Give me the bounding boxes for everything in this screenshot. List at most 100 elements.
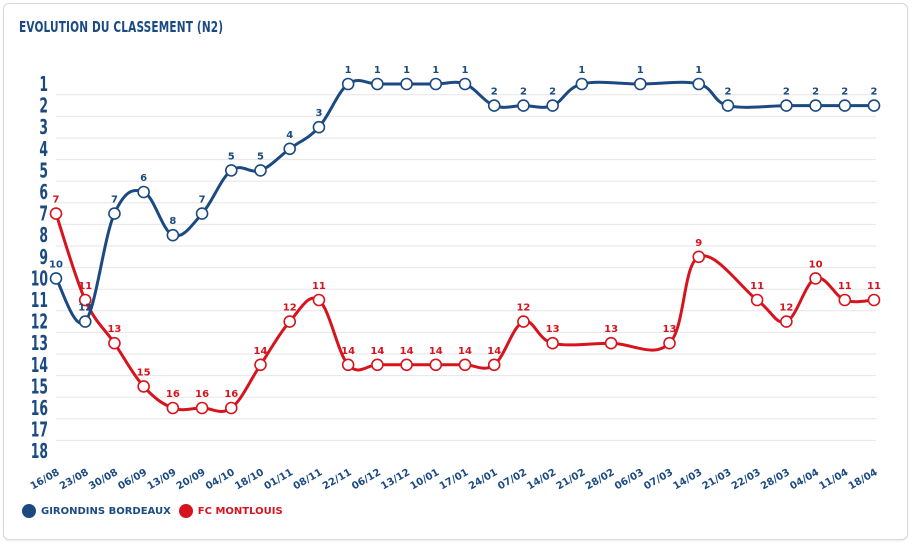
data-point[interactable]	[838, 99, 852, 112]
data-point[interactable]	[400, 358, 413, 372]
legend-item-bordeaux[interactable]: GIRONDINS BORDEAUX	[22, 504, 171, 518]
x-tick-label: 30/08	[87, 467, 120, 492]
data-point[interactable]	[137, 380, 150, 393]
y-tick-label: 6	[39, 181, 48, 204]
data-point[interactable]	[78, 293, 92, 307]
data-point[interactable]	[867, 293, 881, 307]
data-point[interactable]	[458, 358, 472, 372]
data-point[interactable]	[108, 336, 121, 350]
x-tick-label: 01/11	[262, 467, 295, 492]
x-tick-label: 21/03	[701, 467, 734, 492]
data-point[interactable]	[254, 358, 267, 372]
data-point[interactable]	[604, 336, 618, 350]
data-point[interactable]	[633, 77, 647, 91]
data-point[interactable]	[692, 77, 706, 91]
data-point[interactable]	[780, 99, 793, 112]
x-tick-label: 21/02	[555, 467, 588, 492]
data-label: 16	[195, 389, 209, 400]
data-label: 4	[286, 130, 293, 141]
data-point[interactable]	[838, 293, 852, 307]
y-tick-label: 4	[39, 138, 48, 161]
y-tick-label: 15	[31, 375, 48, 398]
data-point[interactable]	[487, 99, 501, 112]
data-point[interactable]	[341, 358, 355, 372]
data-point[interactable]	[137, 185, 150, 199]
data-point[interactable]	[867, 99, 881, 112]
data-label: 1	[578, 65, 585, 76]
data-label: 11	[867, 281, 881, 292]
data-point[interactable]	[458, 77, 472, 91]
data-label: 11	[78, 281, 92, 292]
data-point[interactable]	[195, 207, 209, 220]
data-point[interactable]	[224, 401, 238, 415]
grid-lines	[56, 94, 876, 441]
x-tick-label: 23/08	[58, 467, 91, 492]
data-point[interactable]	[283, 142, 297, 156]
data-label: 5	[257, 151, 264, 162]
data-label: 6	[140, 173, 147, 184]
data-point[interactable]	[341, 77, 355, 91]
data-point[interactable]	[400, 77, 413, 91]
data-point[interactable]	[195, 401, 209, 415]
data-point[interactable]	[224, 164, 238, 177]
x-tick-label: 28/02	[584, 467, 617, 492]
data-point[interactable]	[312, 293, 326, 307]
x-tick-label: 18/10	[233, 467, 266, 492]
data-point[interactable]	[575, 77, 589, 91]
data-label: 1	[374, 65, 381, 76]
data-label: 2	[812, 87, 819, 98]
data-point[interactable]	[78, 315, 92, 328]
data-point[interactable]	[254, 164, 267, 177]
data-label: 14	[487, 346, 501, 357]
data-point[interactable]	[546, 336, 559, 350]
x-tick-label: 24/01	[467, 467, 500, 492]
data-point[interactable]	[750, 293, 764, 307]
y-tick-label: 13	[31, 332, 48, 355]
data-point[interactable]	[49, 207, 63, 220]
x-tick-label: 08/11	[292, 467, 325, 492]
data-point[interactable]	[692, 250, 706, 264]
data-point[interactable]	[371, 358, 384, 372]
data-point[interactable]	[487, 358, 501, 372]
data-point[interactable]	[429, 358, 443, 372]
data-point[interactable]	[166, 401, 180, 415]
data-point[interactable]	[809, 99, 822, 112]
data-label: 2	[549, 87, 556, 98]
data-label: 13	[546, 324, 560, 335]
legend-marker-montlouis	[178, 504, 193, 518]
data-point[interactable]	[166, 228, 180, 242]
data-point[interactable]	[546, 99, 559, 112]
data-point[interactable]	[663, 336, 676, 350]
x-axis-ticks: 16/0823/0830/0806/0913/0920/0904/1018/10…	[29, 467, 880, 492]
y-tick-label: 10	[31, 267, 48, 290]
x-tick-label: 10/01	[409, 467, 442, 492]
data-point[interactable]	[312, 120, 326, 134]
y-tick-label: 5	[39, 159, 48, 182]
x-tick-label: 06/09	[116, 467, 149, 492]
data-point[interactable]	[108, 207, 121, 220]
data-label: 13	[663, 324, 677, 335]
x-tick-label: 11/04	[818, 467, 851, 492]
legend-item-montlouis[interactable]: FC MONTLOUIS	[178, 504, 283, 518]
y-tick-label: 17	[31, 419, 48, 442]
data-point[interactable]	[371, 77, 384, 91]
data-point[interactable]	[721, 99, 735, 112]
data-label: 9	[695, 238, 702, 249]
data-label: 2	[783, 87, 790, 98]
data-point[interactable]	[780, 315, 793, 328]
data-point[interactable]	[49, 272, 63, 285]
data-point[interactable]	[283, 315, 297, 328]
data-label: 11	[312, 281, 326, 292]
data-label: 14	[341, 346, 355, 357]
data-point[interactable]	[517, 99, 530, 112]
chart-card	[3, 3, 908, 540]
data-label: 11	[750, 281, 764, 292]
data-label: 12	[779, 303, 793, 314]
data-point[interactable]	[517, 315, 530, 328]
y-tick-label: 1	[39, 73, 48, 96]
data-point[interactable]	[809, 272, 822, 285]
data-point[interactable]	[429, 77, 443, 91]
x-tick-label: 22/03	[730, 467, 763, 492]
series-line-montlouis	[54, 213, 875, 413]
